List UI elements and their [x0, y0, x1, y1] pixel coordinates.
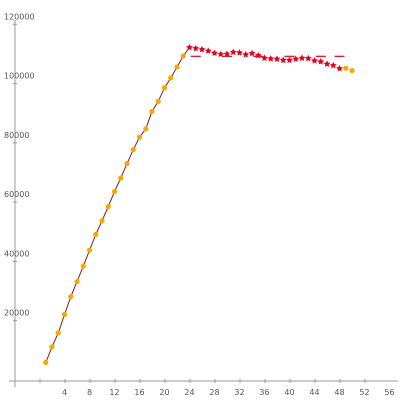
x-tick-label: 52 [359, 388, 369, 397]
data-point-star [317, 58, 325, 65]
data-point-star [336, 64, 343, 72]
x-tick-label: 32 [234, 388, 244, 397]
data-point-star [279, 56, 287, 64]
x-tick-label: 48 [334, 388, 344, 397]
x-tick-label: 4 [62, 388, 67, 397]
data-point-circle [99, 218, 105, 224]
data-point-star [273, 55, 281, 62]
y-tick-label: 20000 [4, 309, 29, 318]
x-tick-label: 36 [259, 388, 269, 397]
data-point-star [298, 54, 306, 61]
data-point-star [323, 60, 331, 67]
y-tick-label: 80000 [4, 131, 29, 140]
data-point-circle [124, 161, 130, 167]
x-tick-label: 8 [87, 388, 92, 397]
y-tick-label: 60000 [4, 190, 29, 199]
data-point-star [267, 55, 275, 62]
data-point-circle [168, 75, 174, 81]
x-tick-label: 28 [209, 388, 219, 397]
data-point-circle [111, 188, 118, 195]
data-marks [43, 43, 355, 366]
data-point-circle [149, 108, 155, 115]
x-tick-label: 12 [109, 388, 119, 397]
data-point-circle [161, 85, 168, 91]
data-point-circle [343, 65, 349, 71]
x-tick-label: 56 [384, 388, 394, 397]
data-point-circle [43, 359, 49, 366]
data-point-circle [49, 344, 55, 350]
data-point-circle [130, 147, 136, 153]
data-point-star [192, 44, 200, 52]
x-tick-label: 40 [284, 388, 294, 397]
data-point-circle [143, 126, 149, 132]
data-point-circle [93, 231, 99, 238]
data-point-star [217, 50, 225, 58]
x-tick-label: 20 [159, 388, 169, 397]
data-point-circle [349, 67, 355, 74]
data-point-circle [105, 203, 111, 210]
data-point-star [242, 50, 250, 58]
data-point-circle [118, 175, 124, 181]
series-connecting-line [45, 47, 190, 363]
data-point-star [236, 49, 243, 56]
data-point-circle [86, 247, 93, 253]
data-point-circle [74, 278, 80, 285]
x-tick-label: 44 [309, 388, 319, 397]
data-point-star [311, 57, 318, 64]
data-point-star [261, 54, 268, 61]
data-point-circle [155, 98, 161, 104]
data-point-star [186, 43, 193, 51]
data-point-star [248, 49, 256, 57]
data-point-circle [55, 330, 61, 336]
y-tick-label: 100000 [4, 72, 35, 81]
y-tick-label: 120000 [4, 12, 35, 21]
data-point-circle [68, 294, 74, 300]
data-point-star [198, 45, 206, 53]
data-point-star [223, 50, 231, 57]
x-tick-label: 24 [184, 388, 194, 397]
data-point-star [254, 51, 262, 59]
y-tick-label: 40000 [4, 249, 29, 258]
x-tick-label: 16 [134, 388, 144, 397]
data-point-star [304, 54, 312, 62]
axes [9, 20, 398, 387]
data-point-circle [80, 263, 86, 269]
data-point-circle [136, 134, 143, 140]
data-point-star [329, 61, 337, 69]
data-point-circle [174, 64, 180, 70]
connecting-line [45, 47, 190, 363]
data-point-circle [180, 53, 186, 59]
data-point-circle [61, 311, 68, 318]
data-point-star [211, 49, 218, 56]
data-point-star [204, 47, 212, 54]
data-point-star [229, 48, 237, 56]
data-point-star [286, 56, 293, 64]
data-point-star [292, 55, 300, 62]
